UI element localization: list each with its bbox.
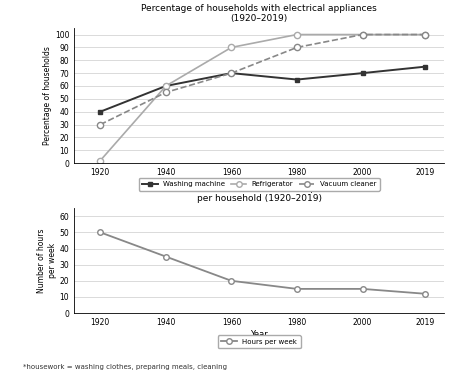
Legend: Hours per week: Hours per week xyxy=(218,335,300,348)
Title: Number of hours of housework* per week,
per household (1920–2019): Number of hours of housework* per week, … xyxy=(163,184,355,203)
X-axis label: Year: Year xyxy=(250,180,268,189)
Y-axis label: Percentage of households: Percentage of households xyxy=(43,46,52,145)
Y-axis label: Number of hours
per week: Number of hours per week xyxy=(38,228,56,293)
Title: Percentage of households with electrical appliances
(1920–2019): Percentage of households with electrical… xyxy=(141,4,377,23)
X-axis label: Year: Year xyxy=(250,330,268,339)
Legend: Washing machine, Refrigerator, Vacuum cleaner: Washing machine, Refrigerator, Vacuum cl… xyxy=(139,178,380,191)
Text: *housework = washing clothes, preparing meals, cleaning: *housework = washing clothes, preparing … xyxy=(23,364,227,370)
